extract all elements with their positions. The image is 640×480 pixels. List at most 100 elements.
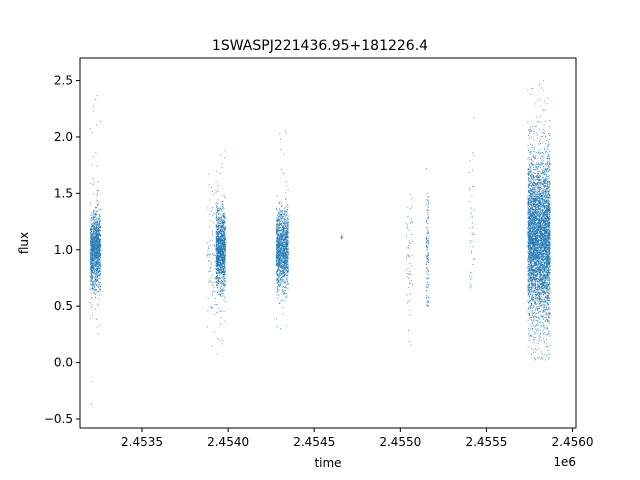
data-point [94, 258, 96, 259]
data-point [532, 155, 534, 157]
data-point [92, 243, 94, 245]
data-point [223, 241, 225, 243]
data-point [98, 250, 100, 251]
data-point [208, 279, 210, 281]
data-point [93, 266, 95, 267]
data-point [276, 230, 277, 232]
data-point [92, 239, 94, 241]
data-point [96, 270, 98, 272]
data-point [427, 229, 429, 231]
data-point [215, 190, 217, 192]
data-point [98, 233, 100, 235]
data-point [96, 261, 98, 263]
data-point [221, 195, 223, 197]
data-point [277, 234, 279, 236]
data-point [92, 267, 94, 269]
data-point [223, 261, 225, 262]
data-point [93, 270, 95, 272]
data-point [224, 255, 226, 257]
data-point [277, 254, 279, 256]
data-point [93, 219, 94, 221]
data-point [278, 254, 280, 256]
data-point [99, 221, 101, 223]
data-point [286, 211, 288, 213]
data-point [222, 215, 224, 217]
data-point [224, 222, 226, 224]
data-point [99, 227, 101, 229]
data-point [222, 248, 224, 250]
data-point [208, 271, 210, 273]
data-point [210, 280, 212, 282]
data-point [99, 281, 101, 283]
data-point [96, 284, 97, 286]
data-point [95, 245, 97, 247]
data-point [91, 227, 93, 229]
data-point [90, 224, 92, 226]
data-point [97, 230, 99, 232]
data-point [286, 233, 288, 235]
data-point [218, 213, 220, 215]
data-point [535, 288, 537, 290]
data-point [213, 282, 215, 284]
data-point [223, 260, 225, 261]
data-point [95, 124, 97, 126]
data-point [530, 166, 532, 168]
data-point [224, 268, 226, 270]
data-point [279, 252, 281, 253]
data-point [220, 264, 222, 266]
data-point [93, 255, 95, 257]
data-point [214, 313, 216, 315]
data-point [216, 246, 218, 248]
data-point [221, 256, 223, 258]
data-point [276, 281, 278, 283]
data-point [286, 281, 288, 283]
data-point [285, 277, 287, 279]
data-point [279, 229, 281, 231]
data-point [93, 209, 95, 211]
data-point [280, 139, 281, 140]
data-point [217, 234, 219, 235]
data-point [535, 222, 536, 224]
data-point [285, 270, 287, 272]
data-point [276, 244, 278, 246]
data-point [286, 247, 287, 249]
data-point [533, 333, 535, 335]
data-point [220, 268, 222, 269]
data-point [99, 244, 101, 246]
data-point [222, 290, 224, 292]
data-point [278, 281, 279, 283]
data-point [222, 245, 224, 247]
data-point [548, 222, 550, 224]
data-point [277, 287, 279, 289]
data-point [93, 215, 95, 217]
data-point [219, 270, 221, 272]
data-point [219, 243, 221, 245]
data-point [425, 255, 427, 257]
data-point [216, 240, 218, 242]
data-point [411, 234, 412, 235]
data-point [541, 340, 543, 342]
data-point [427, 209, 429, 211]
data-point [408, 273, 410, 275]
data-point [287, 236, 289, 238]
data-point [219, 263, 221, 265]
data-point [287, 215, 289, 217]
data-point [207, 242, 209, 244]
data-point [93, 242, 95, 244]
data-point [94, 226, 96, 228]
data-point [284, 287, 286, 288]
data-point [215, 263, 217, 265]
data-point [222, 272, 224, 273]
data-point [209, 240, 211, 242]
data-point [95, 290, 97, 292]
data-point [543, 204, 545, 206]
data-point [407, 301, 409, 302]
data-point [535, 206, 537, 208]
data-point [219, 240, 221, 242]
data-point [210, 262, 212, 264]
data-point [426, 257, 428, 258]
data-point [96, 276, 98, 278]
data-point [224, 248, 226, 250]
data-point [410, 273, 412, 275]
data-point [282, 235, 284, 237]
